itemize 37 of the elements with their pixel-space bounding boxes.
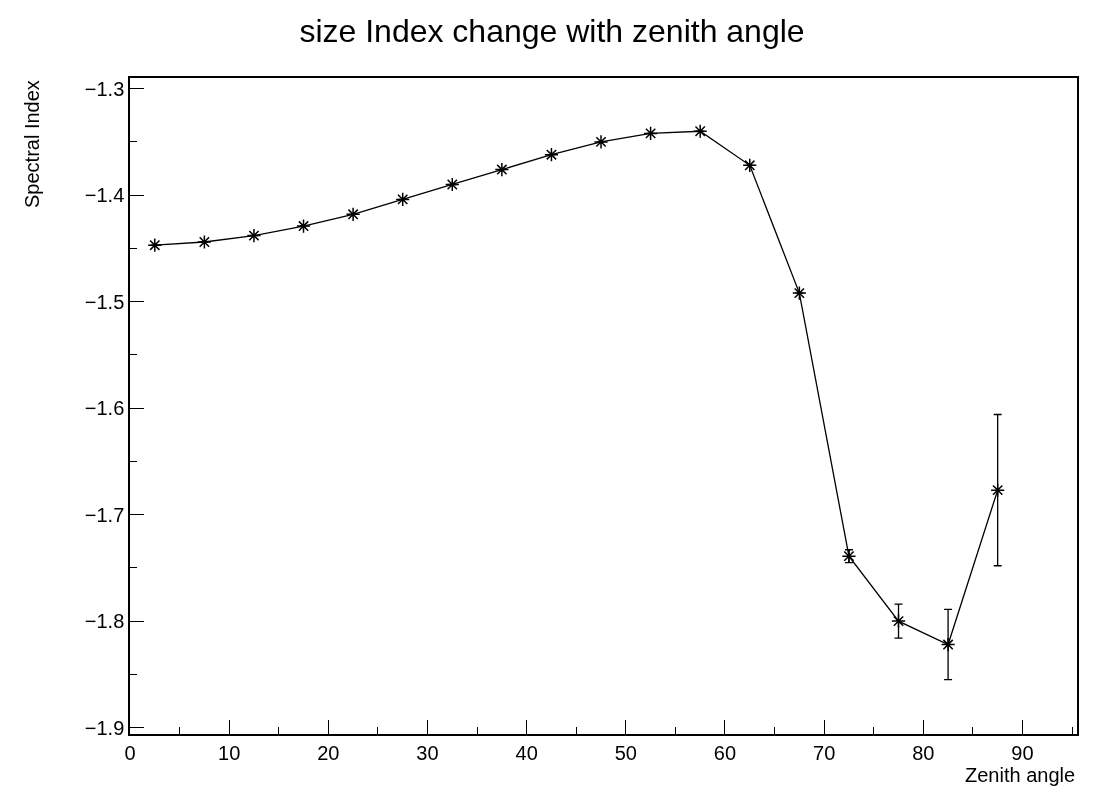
point <box>643 126 658 141</box>
point <box>544 147 559 163</box>
y-tick-label: −1.4 <box>84 184 125 207</box>
point <box>593 134 609 150</box>
point <box>742 157 758 173</box>
x-tick-label: 30 <box>416 741 439 764</box>
point <box>345 206 361 222</box>
point <box>395 192 411 207</box>
point <box>494 162 510 177</box>
y-tick-label: −1.3 <box>84 77 125 100</box>
y-tick-label: −1.7 <box>84 503 125 526</box>
x-axis-title: Zenith angle <box>965 764 1076 786</box>
chart-title: size Index change with zenith angle <box>299 13 805 50</box>
x-tick-label: 90 <box>1011 741 1034 764</box>
x-tick-label: 40 <box>515 741 538 764</box>
x-tick-label: 70 <box>813 741 836 764</box>
x-tick-label: 0 <box>124 741 136 764</box>
point <box>940 637 956 652</box>
y-tick-label: −1.6 <box>84 397 125 420</box>
point <box>246 228 262 243</box>
point <box>692 123 708 139</box>
x-tick-label: 10 <box>218 741 241 764</box>
x-tick-label: 60 <box>713 741 737 764</box>
point <box>792 285 807 301</box>
y-tick-label: −1.5 <box>84 290 125 313</box>
point <box>147 237 163 253</box>
y-tick-label: −1.9 <box>84 716 125 739</box>
x-tick-label: 20 <box>317 741 340 764</box>
point <box>990 482 1006 498</box>
x-tick-label: 50 <box>614 741 637 764</box>
point <box>197 234 212 250</box>
y-axis-title: Spectral Index <box>21 80 43 208</box>
point <box>891 613 906 629</box>
y-tick-label: −1.8 <box>84 610 125 633</box>
point <box>296 218 311 234</box>
point <box>444 177 460 192</box>
x-tick-label: 80 <box>912 741 935 764</box>
